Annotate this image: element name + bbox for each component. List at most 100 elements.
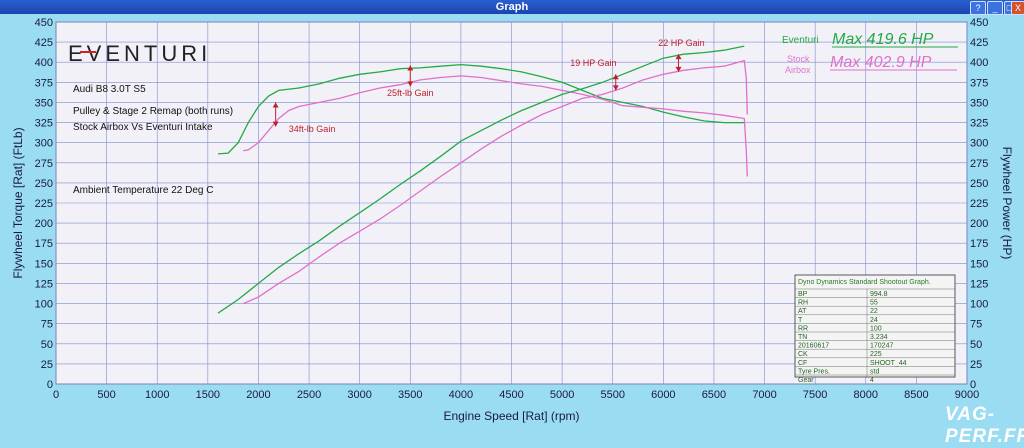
legend-name-stock-1: Stock	[787, 54, 810, 64]
y-tick-label-left: 450	[35, 17, 53, 29]
x-tick-label: 1500	[196, 389, 220, 401]
legend-name-eventuri: Eventuri	[782, 35, 819, 46]
info-value: 100	[870, 325, 882, 332]
x-tick-label: 5500	[600, 389, 624, 401]
y-tick-label-left: 75	[41, 319, 53, 331]
help-button[interactable]: ?	[970, 1, 986, 15]
minimize-button[interactable]: _	[987, 1, 1003, 15]
info-key: T	[798, 317, 803, 324]
gain-arrow-head-top	[675, 54, 682, 60]
info-key: CF	[798, 360, 807, 367]
info-key: TN	[798, 334, 807, 341]
info-value: 4	[870, 377, 874, 384]
y-tick-label-left: 400	[35, 57, 53, 69]
info-key: Gear	[798, 377, 814, 384]
y-tick-label-left: 350	[35, 97, 53, 109]
x-tick-label: 7500	[803, 389, 827, 401]
y-axis-label-left: Flywheel Torque [Rat] (FtLb)	[11, 127, 25, 278]
y-tick-label-left: 150	[35, 258, 53, 270]
x-tick-label: 8000	[854, 389, 878, 401]
y-tick-label-left: 125	[35, 278, 53, 290]
annotation-text: Audi B8 3.0T S5	[73, 84, 146, 95]
y-tick-label-left: 225	[35, 198, 53, 210]
y-tick-label-left: 25	[41, 359, 53, 371]
close-button[interactable]: X	[1011, 1, 1024, 15]
legend-max-eventuri: Max 419.6 HP	[832, 31, 934, 48]
y-tick-label-right: 450	[970, 17, 988, 29]
info-value: 24	[870, 317, 878, 324]
y-axis-label-right: Flywheel Power (HP)	[1000, 147, 1014, 260]
x-axis-label: Engine Speed [Rat] (rpm)	[443, 409, 579, 423]
y-tick-label-left: 200	[35, 218, 53, 230]
info-key: RH	[798, 300, 808, 307]
info-key: AT	[798, 308, 807, 315]
watermark: VAG-PERF.FR	[945, 404, 1024, 447]
x-tick-label: 3500	[398, 389, 422, 401]
y-tick-label-left: 250	[35, 178, 53, 190]
x-tick-label: 4500	[499, 389, 523, 401]
y-tick-label-left: 300	[35, 138, 53, 150]
y-tick-label-left: 325	[35, 118, 53, 130]
info-key: 20160617	[798, 343, 829, 350]
y-tick-label-right: 150	[970, 258, 988, 270]
gain-arrow-head-top	[612, 74, 619, 80]
gain-label: 25ft-lb Gain	[387, 88, 434, 98]
series-line-torque	[243, 75, 748, 177]
y-tick-label-left: 425	[35, 37, 53, 49]
y-tick-label-right: 175	[970, 238, 988, 250]
gain-label: 34ft-lb Gain	[289, 124, 336, 134]
info-value: 994.8	[870, 291, 888, 298]
gain-label: 22 HP Gain	[658, 38, 704, 48]
gain-arrow-head-bottom	[612, 85, 619, 91]
info-table	[794, 274, 956, 378]
series-line-power	[243, 59, 748, 305]
x-tick-label: 7000	[752, 389, 776, 401]
gain-arrow-head-bottom	[407, 81, 414, 87]
info-value: 225	[870, 351, 882, 358]
y-tick-label-right: 200	[970, 218, 988, 230]
y-tick-label-right: 75	[970, 319, 982, 331]
y-tick-label-right: 250	[970, 178, 988, 190]
legend-max-stock: Max 402.9 HP	[830, 54, 932, 71]
info-key: BP	[798, 291, 808, 298]
annotation-text: Stock Airbox Vs Eventuri Intake	[73, 122, 213, 133]
info-table-title: Dyno Dynamics Standard Shootout Graph.	[798, 279, 931, 286]
x-tick-label: 1000	[145, 389, 169, 401]
x-tick-label: 4000	[449, 389, 473, 401]
info-value: 170247	[870, 343, 893, 350]
x-tick-label: 6500	[702, 389, 726, 401]
info-key: RR	[798, 325, 808, 332]
y-tick-label-left: 375	[35, 77, 53, 89]
x-tick-label: 0	[53, 389, 59, 401]
y-tick-label-left: 175	[35, 238, 53, 250]
gain-arrow-head-top	[272, 102, 279, 108]
dyno-chart: 0 500 1000 1500 2000 2500 3000 3500 4000 4500 5000…	[11, 17, 1014, 423]
y-tick-label-left: 100	[35, 299, 53, 311]
x-tick-label: 2500	[297, 389, 321, 401]
x-tick-label: 2000	[246, 389, 270, 401]
gain-arrow-head-top	[407, 65, 414, 71]
y-tick-label-right: 300	[970, 138, 988, 150]
y-tick-label-left: 0	[47, 379, 53, 391]
y-tick-label-right: 350	[970, 97, 988, 109]
y-tick-label-right: 225	[970, 198, 988, 210]
annotation-text: Ambient Temperature 22 Deg C	[73, 185, 213, 196]
y-tick-label-right: 375	[970, 77, 988, 89]
gain-arrow-head-bottom	[272, 121, 279, 127]
legend-name-stock-2: Airbox	[785, 65, 811, 75]
eventuri-logo: EVENTURI	[68, 41, 211, 66]
y-tick-label-right: 125	[970, 278, 988, 290]
y-tick-label-right: 400	[970, 57, 988, 69]
y-tick-label-right: 275	[970, 158, 988, 170]
y-tick-label-left: 275	[35, 158, 53, 170]
info-value: SHOOT_44	[870, 360, 907, 367]
annotation-text: Pulley & Stage 2 Remap (both runs)	[73, 106, 233, 117]
info-value: std	[870, 368, 879, 375]
info-key: CK	[798, 351, 808, 358]
x-tick-label: 5000	[550, 389, 574, 401]
window-titlebar: Graph ? _ □ X	[0, 0, 1024, 15]
y-tick-label-left: 50	[41, 339, 53, 351]
x-tick-label: 6000	[651, 389, 675, 401]
y-tick-label-right: 25	[970, 359, 982, 371]
y-tick-label-right: 425	[970, 37, 988, 49]
